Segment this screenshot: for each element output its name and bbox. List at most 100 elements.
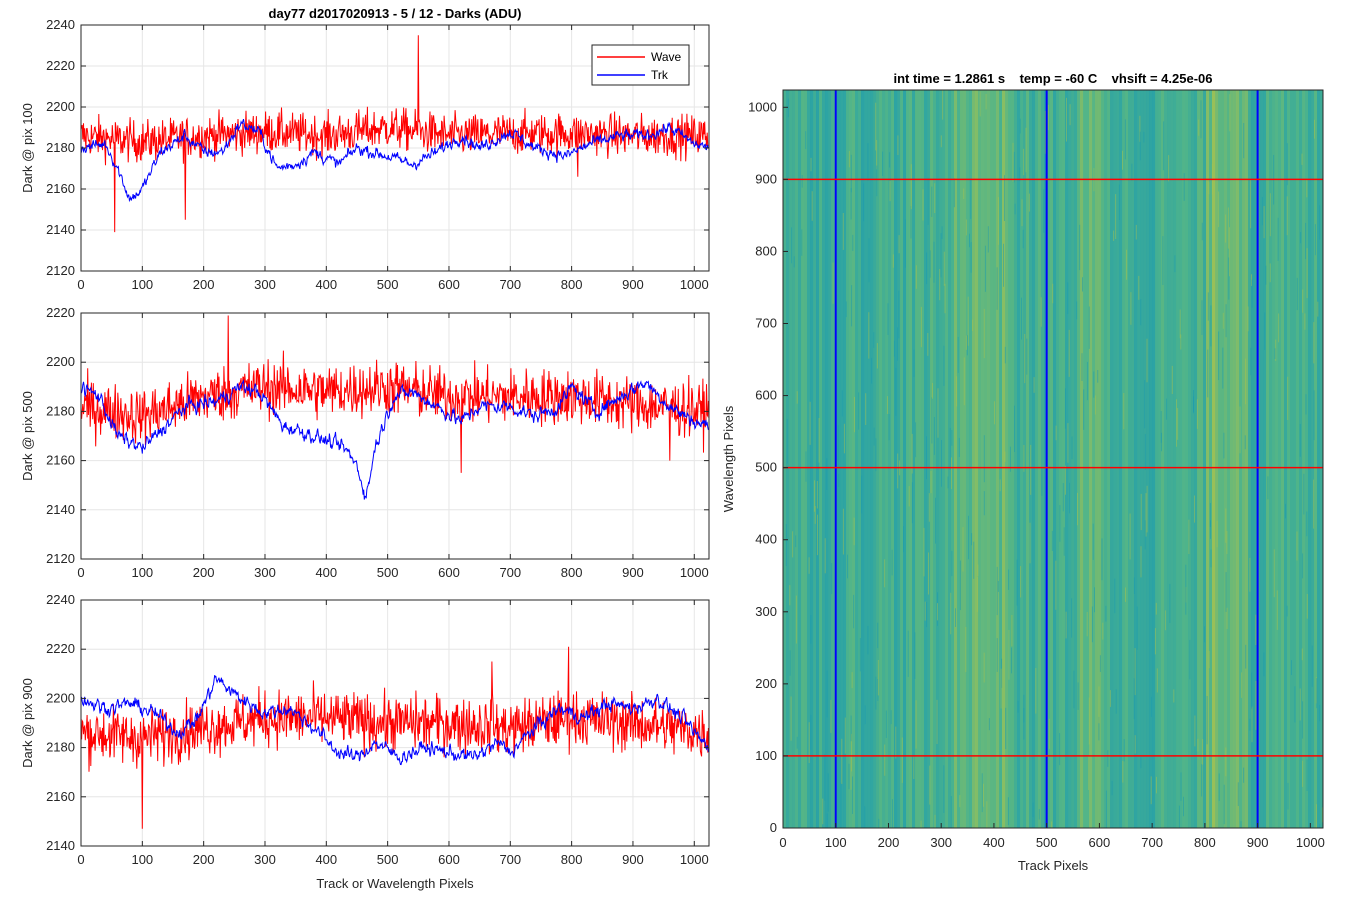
heatmap-column <box>1023 90 1027 828</box>
heatmap-column <box>921 90 925 828</box>
axes-background-2 <box>81 313 709 559</box>
heatmap-y-tick-label: 400 <box>755 532 777 547</box>
heatmap-column <box>933 90 937 828</box>
y-tick-label: 2140 <box>46 222 75 237</box>
heatmap-column <box>801 90 805 828</box>
heatmap-column <box>1185 90 1189 828</box>
heatmap-column <box>1080 90 1084 828</box>
heatmap-column <box>1257 90 1261 828</box>
heatmap-column <box>870 90 874 828</box>
heatmap-x-tick-label: 400 <box>983 835 1005 850</box>
heatmap-column <box>1143 90 1147 828</box>
heatmap-x-tick-label: 700 <box>1141 835 1163 850</box>
x-tick-label: 0 <box>77 852 84 867</box>
heatmap-column <box>1122 90 1126 828</box>
heatmap-column <box>1308 90 1312 828</box>
heatmap-column <box>1176 90 1180 828</box>
heatmap-column <box>1248 90 1252 828</box>
heatmap-column <box>1197 90 1201 828</box>
heatmap-column <box>1242 90 1246 828</box>
heatmap-column <box>795 90 799 828</box>
heatmap-column <box>1038 90 1042 828</box>
heatmap-column <box>975 90 979 828</box>
heatmap-column <box>1305 90 1309 828</box>
heatmap-column <box>1224 90 1228 828</box>
x-tick-label: 400 <box>315 565 337 580</box>
heatmap-column <box>951 90 955 828</box>
heatmap-image <box>783 90 1323 828</box>
heatmap-frame <box>782 89 1324 829</box>
y-axis-label-1: Dark @ pix 100 <box>20 103 35 193</box>
heatmap-column <box>792 90 796 828</box>
chart-title: day77 d2017020913 - 5 / 12 - Darks (ADU) <box>269 6 522 21</box>
heatmap-y-axis-label: Wavelength Pixels <box>721 405 736 512</box>
heatmap-column <box>906 90 910 828</box>
heatmap-column <box>840 90 844 828</box>
heatmap-column <box>1005 90 1009 828</box>
heatmap-ticks: 0 100 200 300 400 500 600 700 800 900 1000 0 100 200 3… <box>748 99 1325 850</box>
x-tick-label: 100 <box>131 565 153 580</box>
heatmap-column <box>939 90 943 828</box>
heatmap-column <box>849 90 853 828</box>
heatmap-column <box>1254 90 1258 828</box>
heatmap-column <box>930 90 934 828</box>
heatmap-column <box>1065 90 1069 828</box>
heatmap-column <box>1047 90 1051 828</box>
x-tick-label: 0 <box>77 277 84 292</box>
x-tick-label: 200 <box>193 565 215 580</box>
heatmap-column <box>1290 90 1294 828</box>
heatmap-column <box>1098 90 1102 828</box>
heatmap-column <box>873 90 877 828</box>
heatmap-column <box>1086 90 1090 828</box>
heatmap-column <box>1245 90 1249 828</box>
x-tick-label: 500 <box>377 852 399 867</box>
heatmap-column <box>855 90 859 828</box>
heatmap-panel: 0 100 200 300 400 500 600 700 800 900 1000 0 100 200 3… <box>721 71 1325 873</box>
heatmap-column <box>909 90 913 828</box>
x-tick-label: 600 <box>438 565 460 580</box>
x-tick-label: 400 <box>315 852 337 867</box>
heatmap-y-tick-label: 500 <box>755 460 777 475</box>
y-tick-label: 2200 <box>46 354 75 369</box>
heatmap-column <box>1020 90 1024 828</box>
heatmap-y-tick-label: 200 <box>755 676 777 691</box>
legend-label-trk: Trk <box>651 68 669 82</box>
heatmap-column <box>984 90 988 828</box>
axes-frame-1 <box>80 24 710 272</box>
heatmap-column <box>1161 90 1165 828</box>
heatmap-column <box>1266 90 1270 828</box>
heatmap-column <box>927 90 931 828</box>
heatmap-column <box>1116 90 1120 828</box>
x-tick-label: 300 <box>254 565 276 580</box>
x-tick-label: 600 <box>438 277 460 292</box>
ticks-2: 0 100 200 300 400 500 600 700 800 900 1000 2120 2140… <box>46 305 709 580</box>
heatmap-y-tick-label: 1000 <box>748 99 777 114</box>
x-tick-label: 200 <box>193 852 215 867</box>
x-tick-label: 100 <box>131 852 153 867</box>
y-tick-label: 2140 <box>46 838 75 853</box>
plot-panel-2: 0 100 200 300 400 500 600 700 800 900 1000 2120 2140… <box>20 305 710 580</box>
heatmap-column <box>1026 90 1030 828</box>
heatmap-column <box>1158 90 1162 828</box>
heatmap-column <box>1056 90 1060 828</box>
heatmap-column <box>867 90 871 828</box>
heatmap-column <box>942 90 946 828</box>
heatmap-column <box>1095 90 1099 828</box>
heatmap-x-axis-label: Track Pixels <box>1018 858 1089 873</box>
heatmap-x-tick-label: 500 <box>1036 835 1058 850</box>
x-tick-label: 900 <box>622 277 644 292</box>
heatmap-column <box>1227 90 1231 828</box>
heatmap-column <box>1107 90 1111 828</box>
x-tick-label: 700 <box>499 565 521 580</box>
x-tick-label: 400 <box>315 277 337 292</box>
heatmap-column <box>1320 90 1323 828</box>
y-tick-label: 2180 <box>46 740 75 755</box>
heatmap-column <box>1281 90 1285 828</box>
x-tick-label: 500 <box>377 565 399 580</box>
heatmap-column <box>1239 90 1243 828</box>
axes-frame-3 <box>80 599 710 847</box>
heatmap-column <box>963 90 967 828</box>
heatmap-column <box>918 90 922 828</box>
x-tick-label: 200 <box>193 277 215 292</box>
heatmap-column <box>1041 90 1045 828</box>
